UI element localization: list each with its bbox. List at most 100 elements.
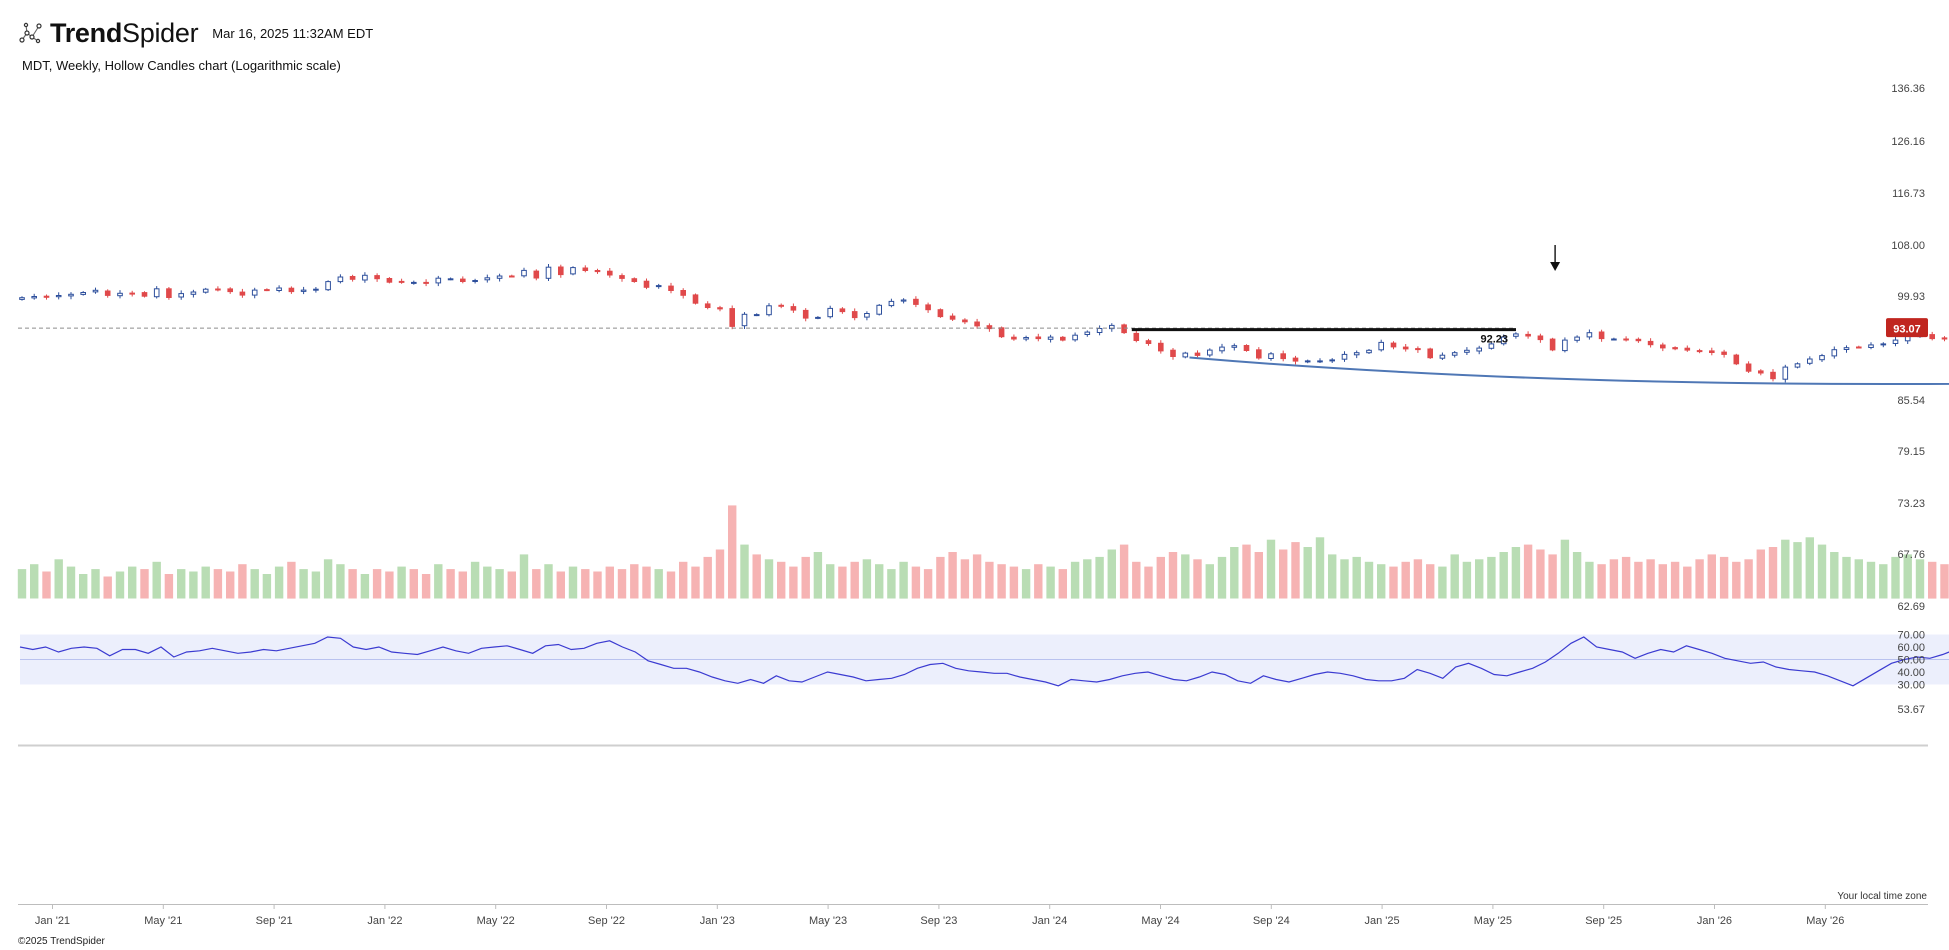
volume-bar <box>1095 556 1104 599</box>
time-tick-label: Jan '24 <box>1032 915 1067 927</box>
candle-body <box>851 311 858 319</box>
volume-bar <box>1328 554 1337 599</box>
volume-bar <box>666 571 676 599</box>
candle-body <box>31 296 37 299</box>
candle-body <box>80 292 87 295</box>
candle-body <box>1623 338 1629 341</box>
candle-body <box>398 280 405 283</box>
volume-bar <box>1107 549 1116 599</box>
volume-bar <box>777 561 786 599</box>
candle-body <box>1060 336 1066 341</box>
volume-bar <box>1854 559 1863 599</box>
candle-body <box>1831 349 1838 357</box>
candle-body <box>1611 338 1617 341</box>
volume-bar <box>1511 547 1521 599</box>
candle-body <box>1880 343 1887 346</box>
rsi-tick-label: 60.00 <box>1897 642 1925 654</box>
volume-bar <box>1646 559 1655 599</box>
candle-body <box>1096 328 1103 333</box>
price-tick-label: 99.93 <box>1897 291 1925 303</box>
volume-bar <box>1683 566 1692 599</box>
volume-bar <box>189 571 198 599</box>
candle-body <box>1182 352 1189 358</box>
time-tick-label: Sep '23 <box>920 915 957 927</box>
candle-body <box>1035 336 1042 340</box>
candle-body <box>802 309 809 319</box>
down-arrow-icon <box>1550 262 1561 271</box>
price-level-lines: 92.23 <box>18 327 1516 346</box>
volume-bar <box>360 574 370 599</box>
candle-body <box>1464 349 1470 353</box>
volume-bar <box>1462 561 1472 599</box>
volume-bar <box>446 569 455 599</box>
candle-body <box>717 307 723 310</box>
candle-body <box>1733 354 1740 365</box>
candle-body <box>570 267 576 275</box>
volume-bar <box>899 561 908 599</box>
volume-bar <box>164 574 174 599</box>
candle-body <box>1439 354 1446 359</box>
candle-body <box>1892 339 1899 345</box>
volume-bar <box>434 564 443 599</box>
volume-bar <box>1291 542 1300 599</box>
candle-body <box>215 288 221 291</box>
price-axis: 136.36 126.16 116.73 108.00 99.93 85.54 79.15 7… <box>1886 83 1928 716</box>
time-tick-label: May '24 <box>1141 915 1179 927</box>
volume-bar <box>568 566 578 599</box>
candle-body <box>386 278 393 283</box>
candle-body <box>741 313 748 327</box>
volume-bar <box>813 552 823 599</box>
volume-bar <box>115 571 125 599</box>
candle-body <box>643 280 650 288</box>
time-tick-label: May '21 <box>144 915 182 927</box>
candle-body <box>558 266 564 276</box>
time-tick-label: May '26 <box>1806 915 1844 927</box>
volume-bar <box>54 559 63 599</box>
candle-body <box>1341 353 1348 360</box>
candle-body <box>1488 343 1495 349</box>
volume-bar <box>1389 566 1398 599</box>
candle-body <box>1231 345 1238 348</box>
candle-body <box>509 275 515 278</box>
candle-body <box>1500 336 1507 345</box>
volume-bar <box>703 556 712 599</box>
volume-bar <box>887 569 896 599</box>
candle-body <box>998 327 1005 338</box>
candle-body <box>668 285 674 292</box>
volume-bar <box>79 574 88 599</box>
candle-body <box>251 289 258 296</box>
volume-bar <box>348 569 357 599</box>
candle-body <box>1562 339 1568 352</box>
volume-bar <box>336 564 345 599</box>
volume-bar <box>1217 556 1227 599</box>
volume-bar <box>1156 556 1165 599</box>
candle-body <box>411 281 417 284</box>
volume-bar <box>250 569 259 599</box>
candle-body <box>1660 344 1666 349</box>
time-tick-label: Jan '23 <box>700 915 735 927</box>
candle-body <box>521 269 527 277</box>
volume-bar <box>1793 542 1802 599</box>
volume-bar <box>740 544 749 599</box>
candle-body <box>1868 344 1874 348</box>
candle-body <box>166 288 172 298</box>
candle-body <box>1843 347 1850 351</box>
price-tick-label: 126.16 <box>1891 136 1925 148</box>
candle-body <box>43 295 50 298</box>
candle-body <box>472 280 478 282</box>
candle-body <box>888 300 895 307</box>
volume-bar <box>1193 559 1202 599</box>
candle-body <box>631 278 638 283</box>
candle-body <box>1366 349 1372 354</box>
time-tick-label: May '22 <box>477 915 515 927</box>
volume-bar <box>1548 554 1557 599</box>
candle-body <box>1807 358 1813 364</box>
candle-body <box>362 274 368 281</box>
price-tick-label: 79.15 <box>1897 446 1925 458</box>
volume-bar <box>287 561 296 599</box>
volume-bar <box>948 552 957 599</box>
candle-body <box>1194 352 1201 356</box>
volume-bar <box>715 549 725 599</box>
candle-body <box>1549 338 1556 351</box>
